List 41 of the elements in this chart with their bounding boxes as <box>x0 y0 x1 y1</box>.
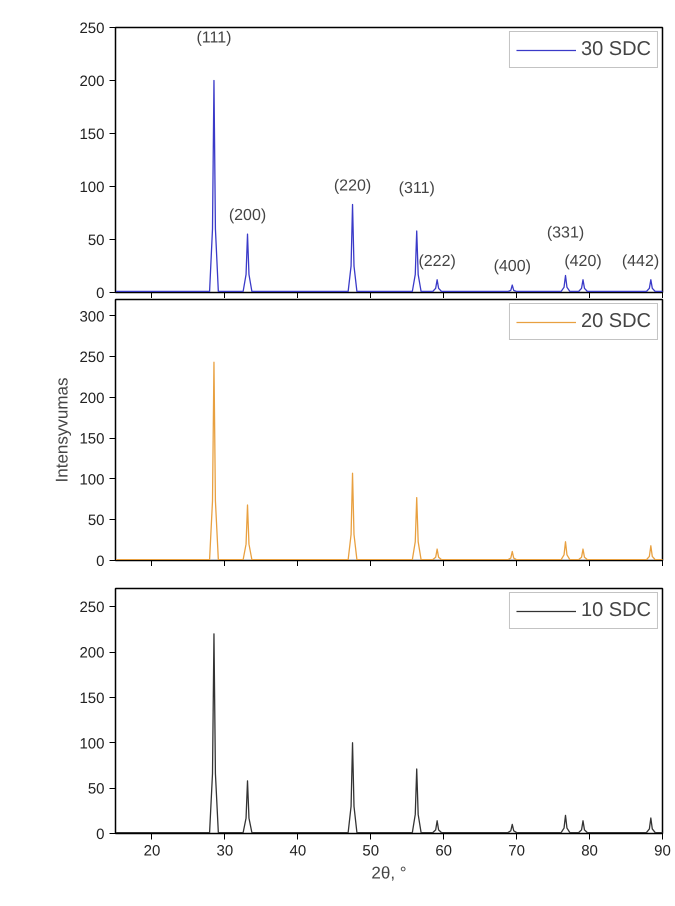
legend-label: 10 SDC <box>580 599 651 622</box>
annotation: (111) <box>196 30 232 46</box>
x-axis-title: 2θ, ° <box>371 864 407 882</box>
y-tick-label: 0 <box>96 826 104 843</box>
y-axis-title: Intensyvumas <box>52 378 72 482</box>
x-tick-label: 30 <box>216 842 234 860</box>
y-tick-label: 50 <box>88 232 105 249</box>
y-tick-label: 50 <box>88 780 105 798</box>
annotation: (400) <box>494 258 531 276</box>
y-tick-label: 0 <box>96 285 104 302</box>
annotation: (200) <box>228 207 266 224</box>
x-tick-label: 20 <box>144 842 160 860</box>
annotation: (311) <box>398 180 435 198</box>
x-tick-label: 70 <box>508 842 525 860</box>
y-tick-label: 150 <box>79 126 105 143</box>
y-tick-label: 50 <box>88 512 105 530</box>
y-tick-label: 150 <box>79 430 105 448</box>
y-tick-label: 200 <box>79 644 105 662</box>
annotation: (420) <box>564 252 602 270</box>
x-tick-label: 50 <box>362 842 380 860</box>
y-tick-label: 100 <box>79 471 105 488</box>
annotation: (222) <box>418 252 456 270</box>
y-tick-label: 250 <box>79 599 105 616</box>
x-tick-label: 80 <box>581 842 598 860</box>
y-tick-label: 100 <box>79 735 105 752</box>
y-tick-label: 200 <box>79 390 105 407</box>
legend-label: 20 SDC <box>580 310 651 333</box>
x-tick-label: 90 <box>654 842 671 860</box>
y-tick-label: 250 <box>79 20 105 37</box>
y-tick-label: 100 <box>79 179 105 196</box>
annotation: (442) <box>622 252 660 270</box>
legend-label: 30 SDC <box>580 38 651 61</box>
annotation: (331) <box>546 224 584 242</box>
y-tick-label: 300 <box>79 308 105 326</box>
y-tick-label: 250 <box>79 349 105 366</box>
y-tick-label: 0 <box>96 553 104 570</box>
x-tick-label: 60 <box>435 842 452 860</box>
x-tick-label: 40 <box>289 842 306 860</box>
y-tick-label: 150 <box>79 690 105 707</box>
annotation: (220) <box>334 178 372 195</box>
y-tick-label: 200 <box>79 73 105 90</box>
